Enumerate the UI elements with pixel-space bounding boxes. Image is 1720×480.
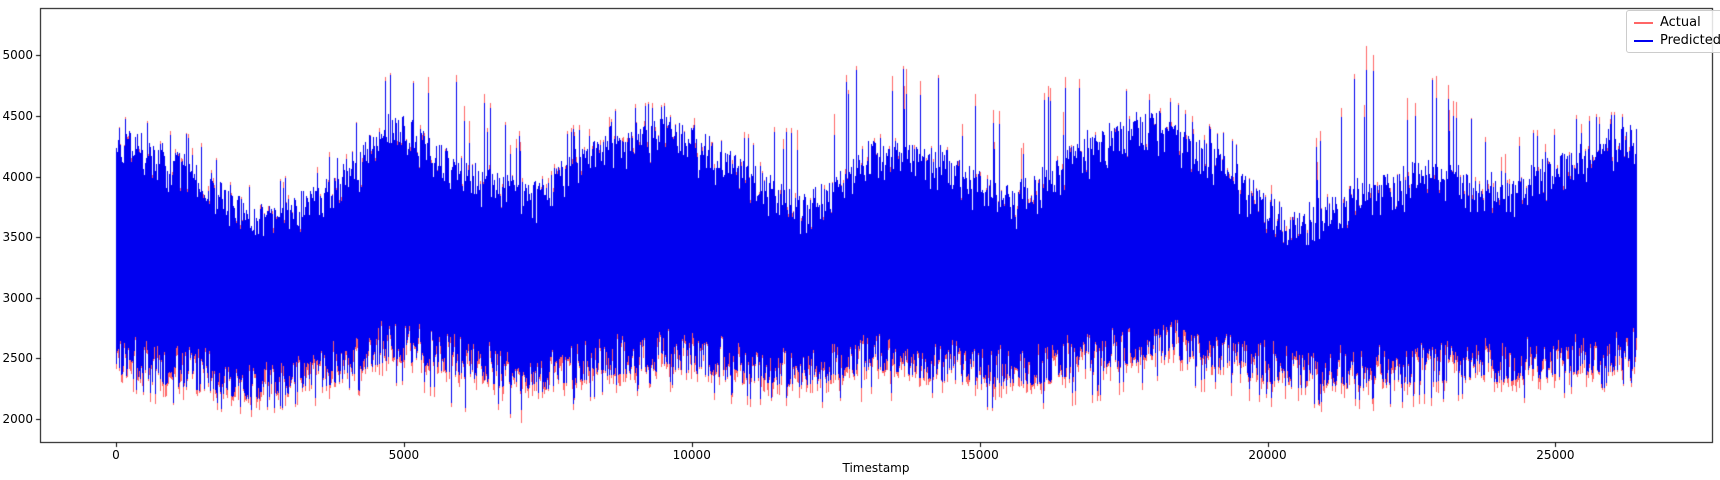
y-tick-label: 5000 [2,48,33,63]
legend-line-predicted-icon [1634,39,1653,42]
x-axis-label: Timestamp [842,461,910,475]
x-tick-label: 5000 [388,448,420,462]
legend-line-actual-icon [1634,21,1653,24]
legend-label: Actual [1660,15,1701,30]
y-tick-label: 3500 [2,230,33,245]
legend-item-predicted: Predicted [1634,33,1720,48]
x-tick-label: 15000 [960,448,999,462]
legend-label: Predicted [1660,33,1720,48]
legend-item-actual: Actual [1634,15,1720,30]
y-tick-label: 2500 [2,351,33,366]
x-tick-label: 10000 [672,448,711,462]
x-tick-label: 0 [112,448,120,462]
x-tick-label: 25000 [1536,448,1575,462]
legend: Actual Predicted [1626,10,1720,53]
y-tick-label: 3000 [2,290,33,305]
y-tick-label: 4500 [2,108,33,123]
x-tick-label: 20000 [1248,448,1287,462]
y-tick-label: 4000 [2,169,33,184]
y-tick-label: 2000 [2,411,33,426]
